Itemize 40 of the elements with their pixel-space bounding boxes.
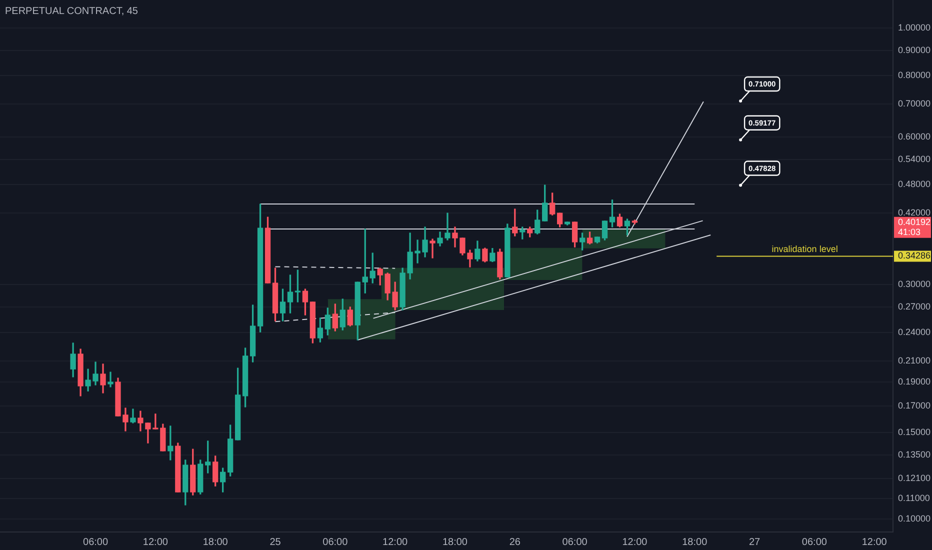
y-tick-label: 0.90000 — [898, 44, 931, 55]
y-tick-label: 0.12100 — [898, 472, 931, 483]
x-tick-label: 06:00 — [83, 536, 108, 548]
y-tick-label: 0.10000 — [898, 514, 931, 524]
y-tick-label: 0.27000 — [898, 302, 931, 312]
y-tick-label: 0.13500 — [898, 450, 931, 460]
y-tick-label: 0.11000 — [898, 493, 930, 504]
y-tick-label: 0.80000 — [898, 70, 931, 80]
text: PERPETUAL CONTRACT, 45 — [5, 6, 138, 17]
y-tick-label: 0.54000 — [898, 154, 931, 164]
x-tick-label: 06:00 — [322, 536, 348, 548]
x-tick-label: 27 — [748, 536, 761, 548]
candlestick — [108, 372, 114, 388]
series-label: invalidation level — [772, 244, 838, 254]
x-tick-label: 06:00 — [802, 536, 828, 548]
x-tick-label: 18:00 — [202, 536, 228, 548]
y-tick-label: 0.42000 — [898, 207, 931, 218]
x-tick-label: 12:00 — [142, 536, 168, 548]
x-tick-label: 26 — [509, 536, 521, 548]
y-tick-label: 0.70000 — [898, 98, 931, 109]
y-tick-label: 0.40192 — [898, 216, 931, 227]
x-tick-label: 12:00 — [622, 536, 648, 548]
x-tick-label: 25 — [270, 536, 282, 548]
x-tick-label: 18:00 — [682, 536, 708, 548]
x-tick-label: 18:00 — [442, 536, 468, 548]
text: 41:03 — [898, 226, 921, 237]
y-tick-label: 0.17000 — [898, 400, 931, 410]
candlestick — [430, 238, 436, 258]
y-tick-label: 1.00000 — [898, 22, 931, 32]
x-tick-label: 12:00 — [382, 536, 408, 548]
y-tick-label: 0.19000 — [898, 376, 931, 387]
y-tick-label: 0.60000 — [898, 131, 931, 142]
y-tick-label: 0.21000 — [898, 355, 931, 366]
x-tick-label: 06:00 — [562, 536, 588, 548]
y-tick-label: 0.34286 — [898, 250, 931, 261]
y-tick-label: 0.30000 — [898, 279, 931, 290]
x-tick-label: 12:00 — [862, 536, 888, 548]
y-tick-label: 0.15000 — [898, 427, 931, 438]
y-tick-label: 0.48000 — [898, 178, 931, 189]
y-tick-label: 0.24000 — [898, 326, 931, 337]
